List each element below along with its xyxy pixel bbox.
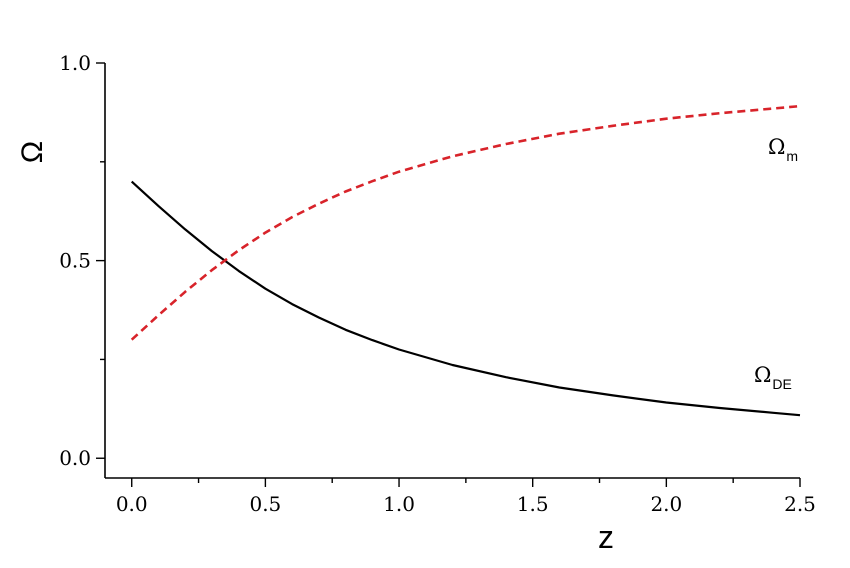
x-tick-label: 1.0 (383, 492, 415, 516)
y-tick-label: 0.5 (59, 249, 91, 273)
labels: z Ω ΩDE Ωm (16, 135, 798, 555)
series-lines (130, 104, 801, 417)
x-tick-label: 1.5 (517, 492, 549, 516)
omega-de-label-subscript: DE (772, 376, 791, 392)
omega-m-label: Ωm (768, 135, 798, 164)
omega-de-line (130, 180, 801, 417)
y-axis-title: Ω (16, 141, 49, 163)
y-tick-label: 0.0 (59, 446, 91, 470)
axes (104, 63, 800, 479)
x-axis-title: z (598, 519, 614, 555)
omega-m-line (130, 104, 801, 341)
x-tick-label: 2.0 (650, 492, 682, 516)
x-tick-label: 0.5 (249, 492, 281, 516)
y-tick-label: 1.0 (59, 51, 91, 75)
x-tick-label: 2.5 (784, 492, 816, 516)
ticks: 0.0 0.5 1.0 1.5 2.0 2.5 0.0 0.5 1.0 (59, 51, 816, 516)
x-tick-label: 0.0 (116, 492, 148, 516)
omega-de-label: ΩDE (754, 363, 792, 392)
omega-m-label-subscript: m (786, 148, 798, 164)
